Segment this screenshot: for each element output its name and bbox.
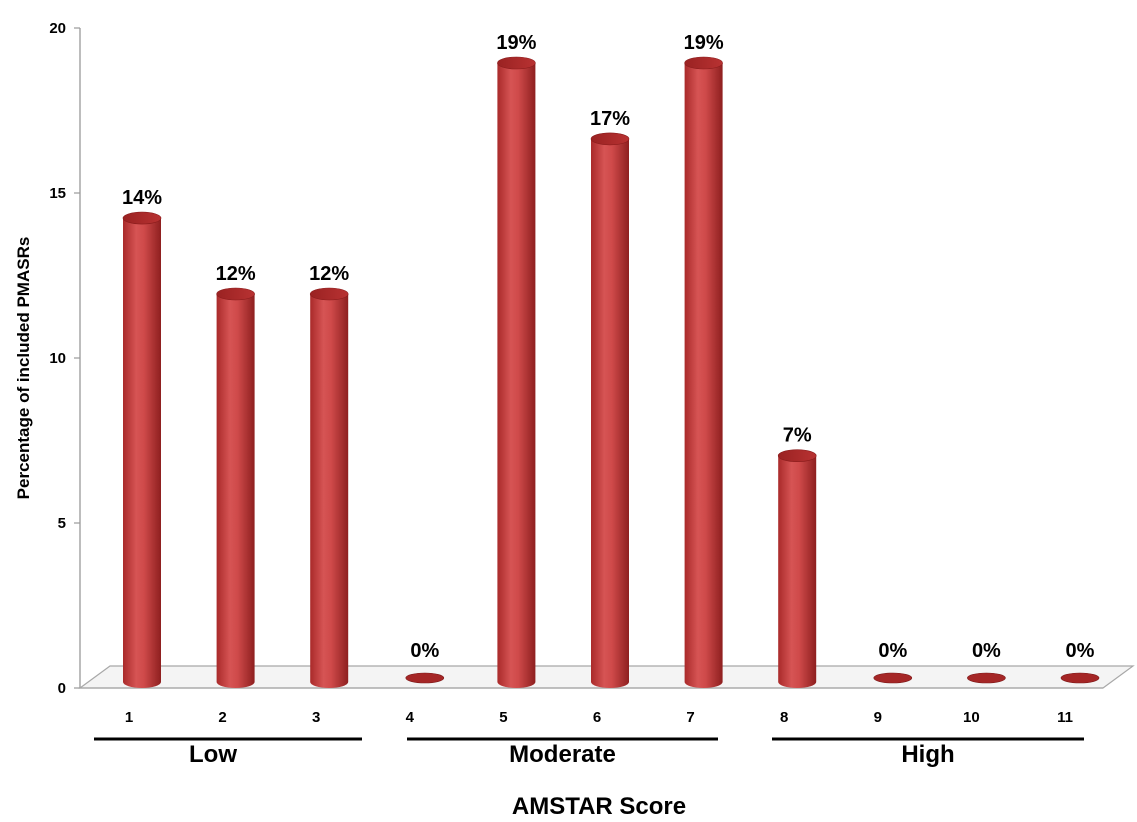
bar-4	[405, 672, 445, 684]
y-tick-label: 20	[49, 20, 66, 37]
bar-5	[497, 56, 536, 688]
data-label-1: 14%	[122, 187, 162, 209]
x-tick-label-6: 6	[593, 709, 601, 726]
bar-cap	[590, 132, 630, 146]
y-axis-title: Percentage of included PMASRs	[14, 237, 33, 500]
bar-cap	[216, 287, 255, 301]
bar-11	[1060, 672, 1100, 684]
x-tick-label-2: 2	[218, 709, 226, 726]
x-axis-title: AMSTAR Score	[512, 793, 686, 817]
bar-10	[967, 672, 1006, 684]
y-tick-label: 10	[49, 350, 66, 367]
bar-body	[778, 455, 817, 688]
data-label-10: 0%	[972, 640, 1001, 662]
bar-2	[216, 287, 255, 688]
y-tick-label: 15	[49, 185, 66, 202]
labels: Percentage of included PMASRs 14% 1 12% 2 12%…	[14, 32, 1095, 820]
data-label-9: 0%	[878, 640, 907, 662]
bar-flat	[405, 672, 445, 684]
bar-1	[122, 211, 162, 688]
bar-flat	[873, 672, 913, 684]
group-label-high: High	[901, 741, 954, 768]
data-label-4: 0%	[410, 640, 439, 662]
bar-3	[309, 287, 349, 688]
x-tick-label-11: 11	[1057, 709, 1073, 726]
bar-cap	[684, 56, 723, 70]
data-label-3: 12%	[309, 263, 349, 285]
bars	[122, 56, 1100, 688]
data-label-11: 0%	[1066, 640, 1095, 662]
bar-cap	[497, 56, 536, 70]
y-tick-label: 5	[58, 515, 66, 532]
bar-cap	[777, 449, 817, 463]
data-label-7: 19%	[684, 32, 724, 54]
x-tick-label-10: 10	[963, 709, 980, 726]
x-tick-label-3: 3	[312, 709, 320, 726]
x-tick-label-1: 1	[125, 709, 133, 726]
bar-body	[497, 63, 536, 688]
bar-7	[684, 56, 723, 688]
bar-body	[216, 294, 255, 688]
x-tick-label-9: 9	[874, 709, 882, 726]
data-label-5: 19%	[496, 32, 536, 54]
bar-flat	[1060, 672, 1100, 684]
bar-6	[590, 132, 630, 688]
bar-cap	[122, 211, 162, 225]
bar-cap	[309, 287, 349, 301]
bar-body	[591, 138, 629, 688]
bar-flat	[967, 672, 1006, 684]
bar-9	[873, 672, 913, 684]
group-label-moderate: Moderate	[509, 741, 616, 768]
data-label-2: 12%	[216, 263, 256, 285]
x-tick-label-4: 4	[406, 709, 415, 726]
bar-body	[684, 63, 723, 688]
x-tick-label-8: 8	[780, 709, 788, 726]
bar-8	[777, 449, 817, 688]
bar-body	[123, 218, 161, 688]
x-tick-label-5: 5	[499, 709, 507, 726]
y-tick-label: 0	[58, 680, 66, 697]
bar-body	[310, 294, 349, 688]
x-tick-label-7: 7	[686, 709, 694, 726]
group-label-low: Low	[189, 741, 237, 768]
data-label-8: 7%	[783, 425, 812, 447]
data-label-6: 17%	[590, 108, 630, 130]
